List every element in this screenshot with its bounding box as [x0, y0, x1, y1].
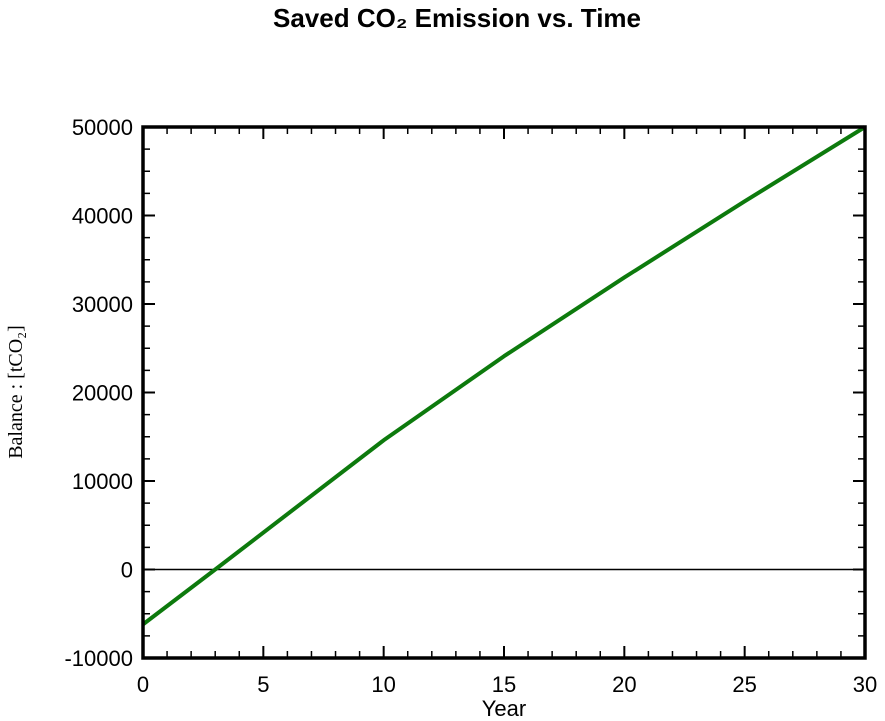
x-tick-label: 10: [371, 672, 395, 697]
y-tick-label: 0: [121, 558, 133, 583]
x-axis-label: Year: [482, 696, 526, 721]
y-tick-label: 50000: [72, 115, 133, 140]
y-axis-ticks: -10000 0 10000 20000 30000 40000 50000: [64, 115, 865, 671]
y-tick-label: 10000: [72, 469, 133, 494]
series-line: [141, 125, 867, 626]
x-axis-ticks: 0 5 10 15 20 25 30: [137, 127, 877, 697]
y-tick-label: 30000: [72, 292, 133, 317]
y-tick-label: 20000: [72, 381, 133, 406]
chart-title: Saved CO₂ Emission vs. Time: [273, 3, 641, 33]
x-tick-label: 30: [853, 672, 877, 697]
x-tick-label: 0: [137, 672, 149, 697]
plot-frame: [141, 125, 867, 660]
x-tick-label: 15: [492, 672, 516, 697]
x-tick-label: 20: [612, 672, 636, 697]
y-tick-label: -10000: [64, 646, 133, 671]
y-axis-label: Balance : [tCO₂]: [5, 325, 27, 459]
x-tick-label: 5: [257, 672, 269, 697]
x-tick-label: 25: [732, 672, 756, 697]
y-tick-label: 40000: [72, 204, 133, 229]
